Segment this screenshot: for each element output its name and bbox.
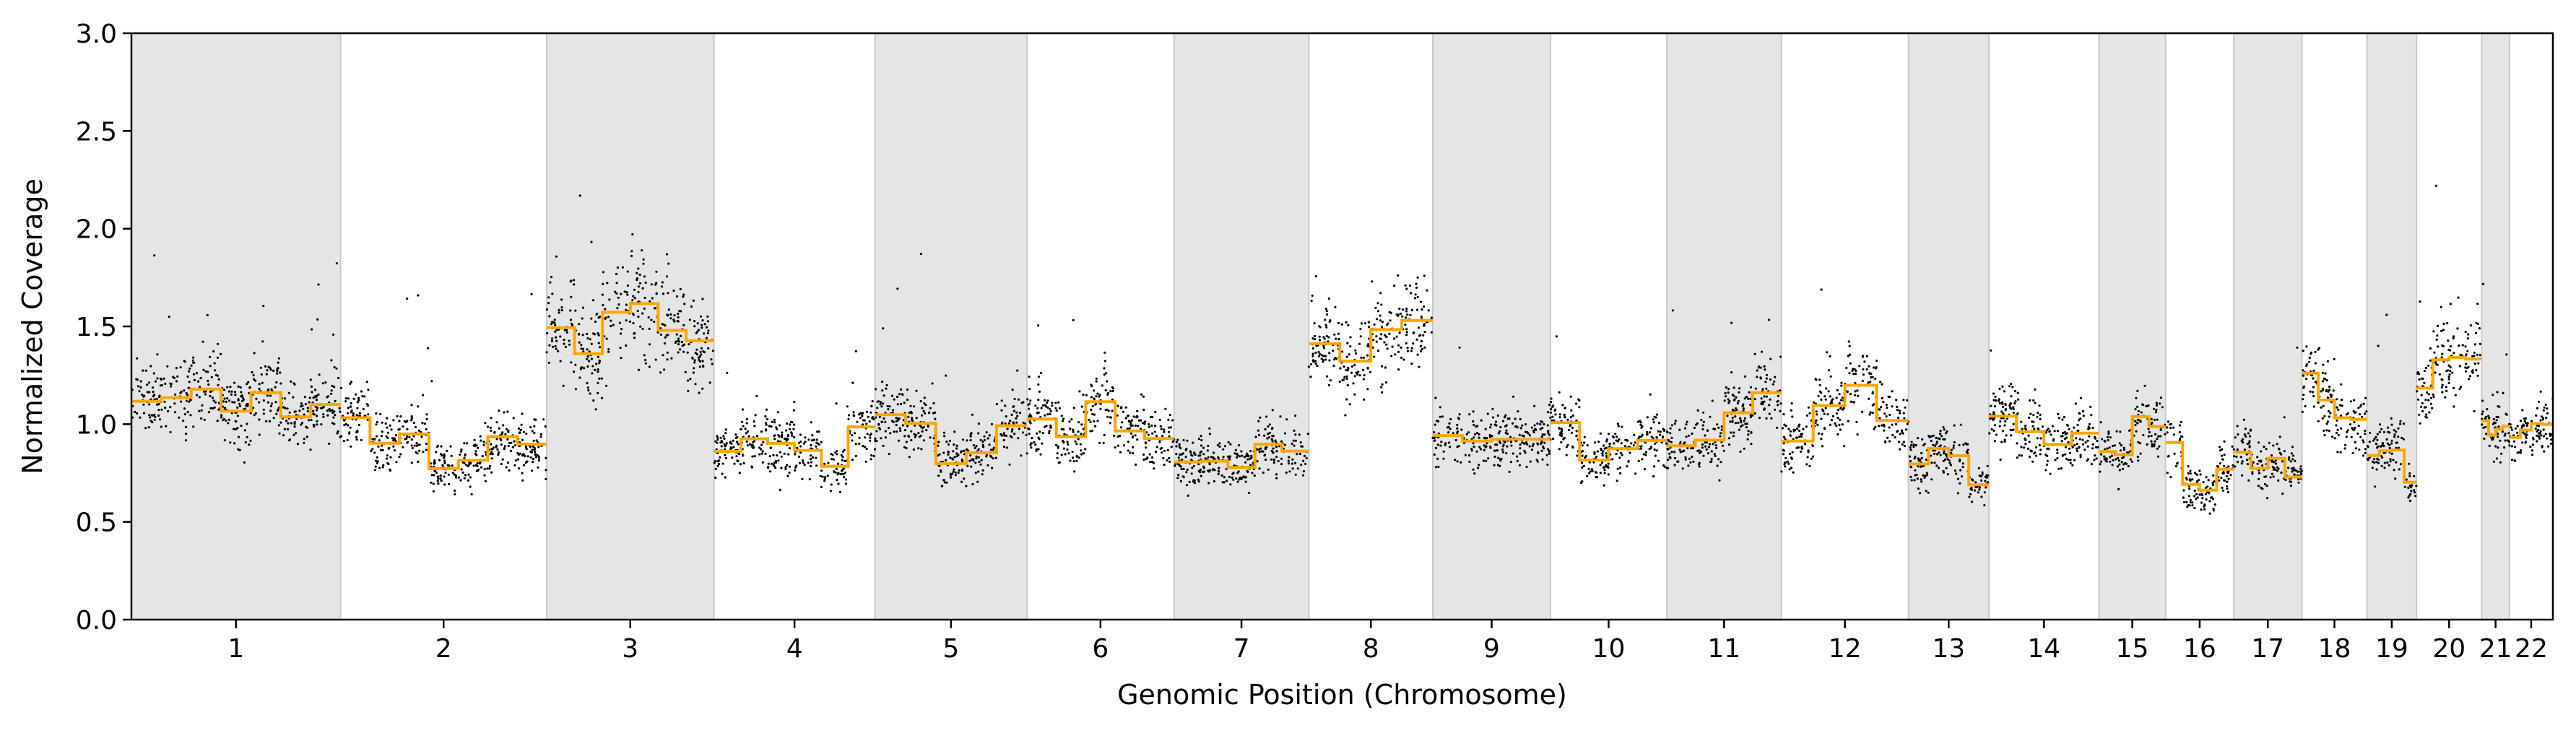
- y-tick-label: 0.0: [76, 606, 117, 636]
- x-tick-label-chr6: 6: [1092, 634, 1109, 664]
- segment-line-chr18: [2302, 371, 2367, 421]
- segment-line-chr17: [2234, 451, 2302, 479]
- x-axis-label: Genomic Position (Chromosome): [1117, 679, 1567, 711]
- chromosome-band-9: [1431, 32, 1552, 620]
- segment-line-chr20: [2416, 355, 2482, 390]
- y-tick-label: 1.5: [76, 313, 117, 342]
- x-tick-label-chr19: 19: [2375, 634, 2408, 664]
- segment-line-chr10: [1551, 421, 1667, 462]
- chromosome-band-15: [2098, 32, 2167, 620]
- chromosome-band-17: [2233, 32, 2303, 620]
- x-tick-label-chr15: 15: [2116, 634, 2149, 664]
- x-axis-ticks: 1 2 3 4 5 6 7 8 9 10 11 12 13 14 15 16 17 18 19 20 21 22: [227, 620, 2548, 664]
- coverage-points: [131, 184, 2554, 515]
- x-tick-label-chr22: 22: [2515, 634, 2548, 664]
- y-axis-label: Normalized Coverage: [17, 178, 48, 474]
- segment-lines: [131, 302, 2553, 492]
- x-tick-label-chr5: 5: [942, 634, 959, 664]
- x-tick-label-chr11: 11: [1707, 634, 1740, 664]
- x-tick-label-chr20: 20: [2432, 634, 2466, 664]
- x-tick-label-chr1: 1: [227, 634, 244, 664]
- segment-line-chr19: [2367, 448, 2417, 484]
- segment-line-chr5: [875, 413, 1027, 465]
- x-tick-label-chr7: 7: [1233, 634, 1250, 664]
- segment-line-chr6: [1026, 400, 1174, 441]
- chromosome-band-7: [1173, 32, 1310, 620]
- y-tick-label: 0.5: [76, 508, 117, 538]
- segment-line-chr14: [1989, 415, 2099, 446]
- segment-line-chr7: [1174, 443, 1309, 469]
- x-tick-label-chr21: 21: [2479, 634, 2512, 664]
- x-tick-label-chr13: 13: [1932, 634, 1965, 664]
- plot-frame: [130, 32, 2554, 621]
- x-tick-label-chr9: 9: [1483, 634, 1500, 664]
- chromosome-band-5: [874, 32, 1028, 620]
- x-tick-label-chr8: 8: [1363, 634, 1379, 664]
- segment-line-chr4: [714, 425, 875, 468]
- x-tick-label-chr3: 3: [622, 634, 638, 664]
- x-tick-label-chr16: 16: [2183, 634, 2216, 664]
- points-chr11: [1665, 309, 1782, 482]
- points-chr21: [2480, 282, 2511, 464]
- y-tick-label: 2.0: [76, 215, 117, 245]
- x-tick-label-chr14: 14: [2027, 634, 2060, 664]
- x-tick-label-chr10: 10: [1592, 634, 1626, 664]
- y-tick-label: 2.5: [76, 117, 117, 147]
- x-tick-label-chr2: 2: [435, 634, 452, 664]
- segment-line-chr16: [2165, 441, 2234, 492]
- points-chr16: [2166, 420, 2234, 515]
- points-chr10: [1549, 335, 1668, 487]
- points-chr4: [713, 350, 877, 494]
- chromosome-band-13: [1907, 32, 1990, 620]
- segment-line-chr12: [1781, 383, 1909, 443]
- segment-line-chr13: [1908, 447, 1990, 487]
- segment-line-chr1: [131, 387, 341, 419]
- points-chr14: [1988, 349, 2099, 475]
- points-chr12: [1780, 288, 1910, 474]
- x-tick-label-chr4: 4: [786, 634, 803, 664]
- chromosome-band-21: [2481, 32, 2510, 620]
- chromosome-band-19: [2366, 32, 2418, 620]
- segment-line-chr22: [2509, 422, 2553, 439]
- x-tick-label-chr18: 18: [2318, 634, 2351, 664]
- points-chr6: [1025, 318, 1176, 473]
- y-tick-label: 1.0: [76, 410, 117, 440]
- segment-line-chr11: [1666, 391, 1782, 448]
- y-axis-ticks: 0.0 0.5 1.0 1.5 2.0 2.5 3.0: [76, 19, 131, 636]
- points-chr2: [339, 292, 547, 496]
- segment-line-chr9: [1433, 434, 1551, 443]
- segment-line-chr3: [546, 302, 714, 355]
- chromosome-band-11: [1665, 32, 1782, 620]
- segment-line-chr15: [2099, 415, 2166, 456]
- points-chr13: [1909, 423, 1990, 507]
- segment-line-chr2: [340, 416, 547, 470]
- y-tick-label: 3.0: [76, 19, 117, 49]
- chromosome-band-1: [131, 32, 342, 620]
- chromosome-bands: [131, 32, 2510, 620]
- x-tick-label-chr17: 17: [2251, 634, 2284, 664]
- x-tick-label-chr12: 12: [1829, 634, 1862, 664]
- segment-line-chr21: [2481, 419, 2510, 437]
- points-chr9: [1431, 346, 1552, 475]
- segment-line-chr8: [1309, 318, 1433, 363]
